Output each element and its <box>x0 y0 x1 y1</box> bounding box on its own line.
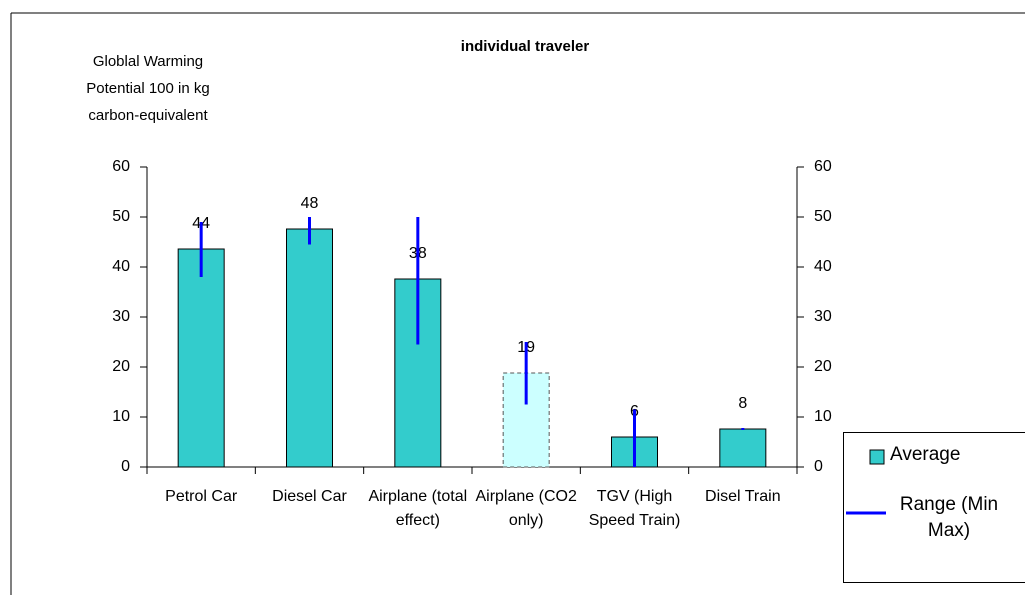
x-tick-label: Airplane (total effect) <box>368 488 468 529</box>
bar <box>177 248 225 468</box>
x-tick-label: TGV (High Speed Train) <box>588 488 681 529</box>
y-tick-label: 50 <box>112 208 130 225</box>
y2-tick-label: 0 <box>814 458 823 475</box>
chart-title: individual traveler <box>461 38 590 55</box>
y2-tick-label: 40 <box>814 258 832 275</box>
y2-tick-label: 20 <box>814 358 832 375</box>
y-tick-label: 10 <box>112 408 130 425</box>
y-tick-label: 20 <box>112 358 130 375</box>
y-tick-label: 40 <box>112 258 130 275</box>
x-tick-label: Diesel Car <box>272 488 347 505</box>
y2-tick-label: 30 <box>814 308 832 325</box>
legend-label: Average <box>890 444 961 465</box>
y-tick-label: 60 <box>112 158 130 175</box>
x-tick-label: Disel Train <box>705 488 781 505</box>
y-tick-label: 30 <box>112 308 130 325</box>
x-tick-label: Airplane (CO2 only) <box>475 488 577 529</box>
data-label: 8 <box>738 395 747 412</box>
y2-tick-label: 10 <box>814 408 832 425</box>
y-tick-label: 0 <box>121 458 130 475</box>
y2-tick-label: 50 <box>814 208 832 225</box>
y2-tick-label: 60 <box>814 158 832 175</box>
x-tick-label: Petrol Car <box>165 488 238 505</box>
y-axis-label: Globlal Warming <box>93 53 203 70</box>
bar <box>719 428 767 468</box>
legend <box>843 432 1025 583</box>
legend-swatch <box>869 449 885 465</box>
y-axis-label: Potential 100 in kg <box>86 80 209 97</box>
data-label: 48 <box>301 195 319 212</box>
y-axis-label: carbon-equivalent <box>88 107 208 124</box>
bar <box>286 228 333 468</box>
legend-label: Range (Min Max) <box>899 494 999 541</box>
